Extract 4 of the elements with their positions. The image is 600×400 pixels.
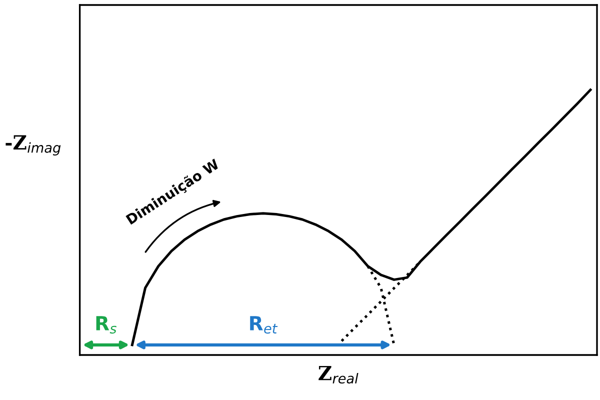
y-axis-title: -Z$_{imag}$: [6, 135, 61, 156]
text: R$_{s}$: [96, 316, 116, 334]
x-axis-title: Z$_{real}$: [318, 366, 358, 384]
annotation: R$_{et}$: [250, 316, 278, 334]
